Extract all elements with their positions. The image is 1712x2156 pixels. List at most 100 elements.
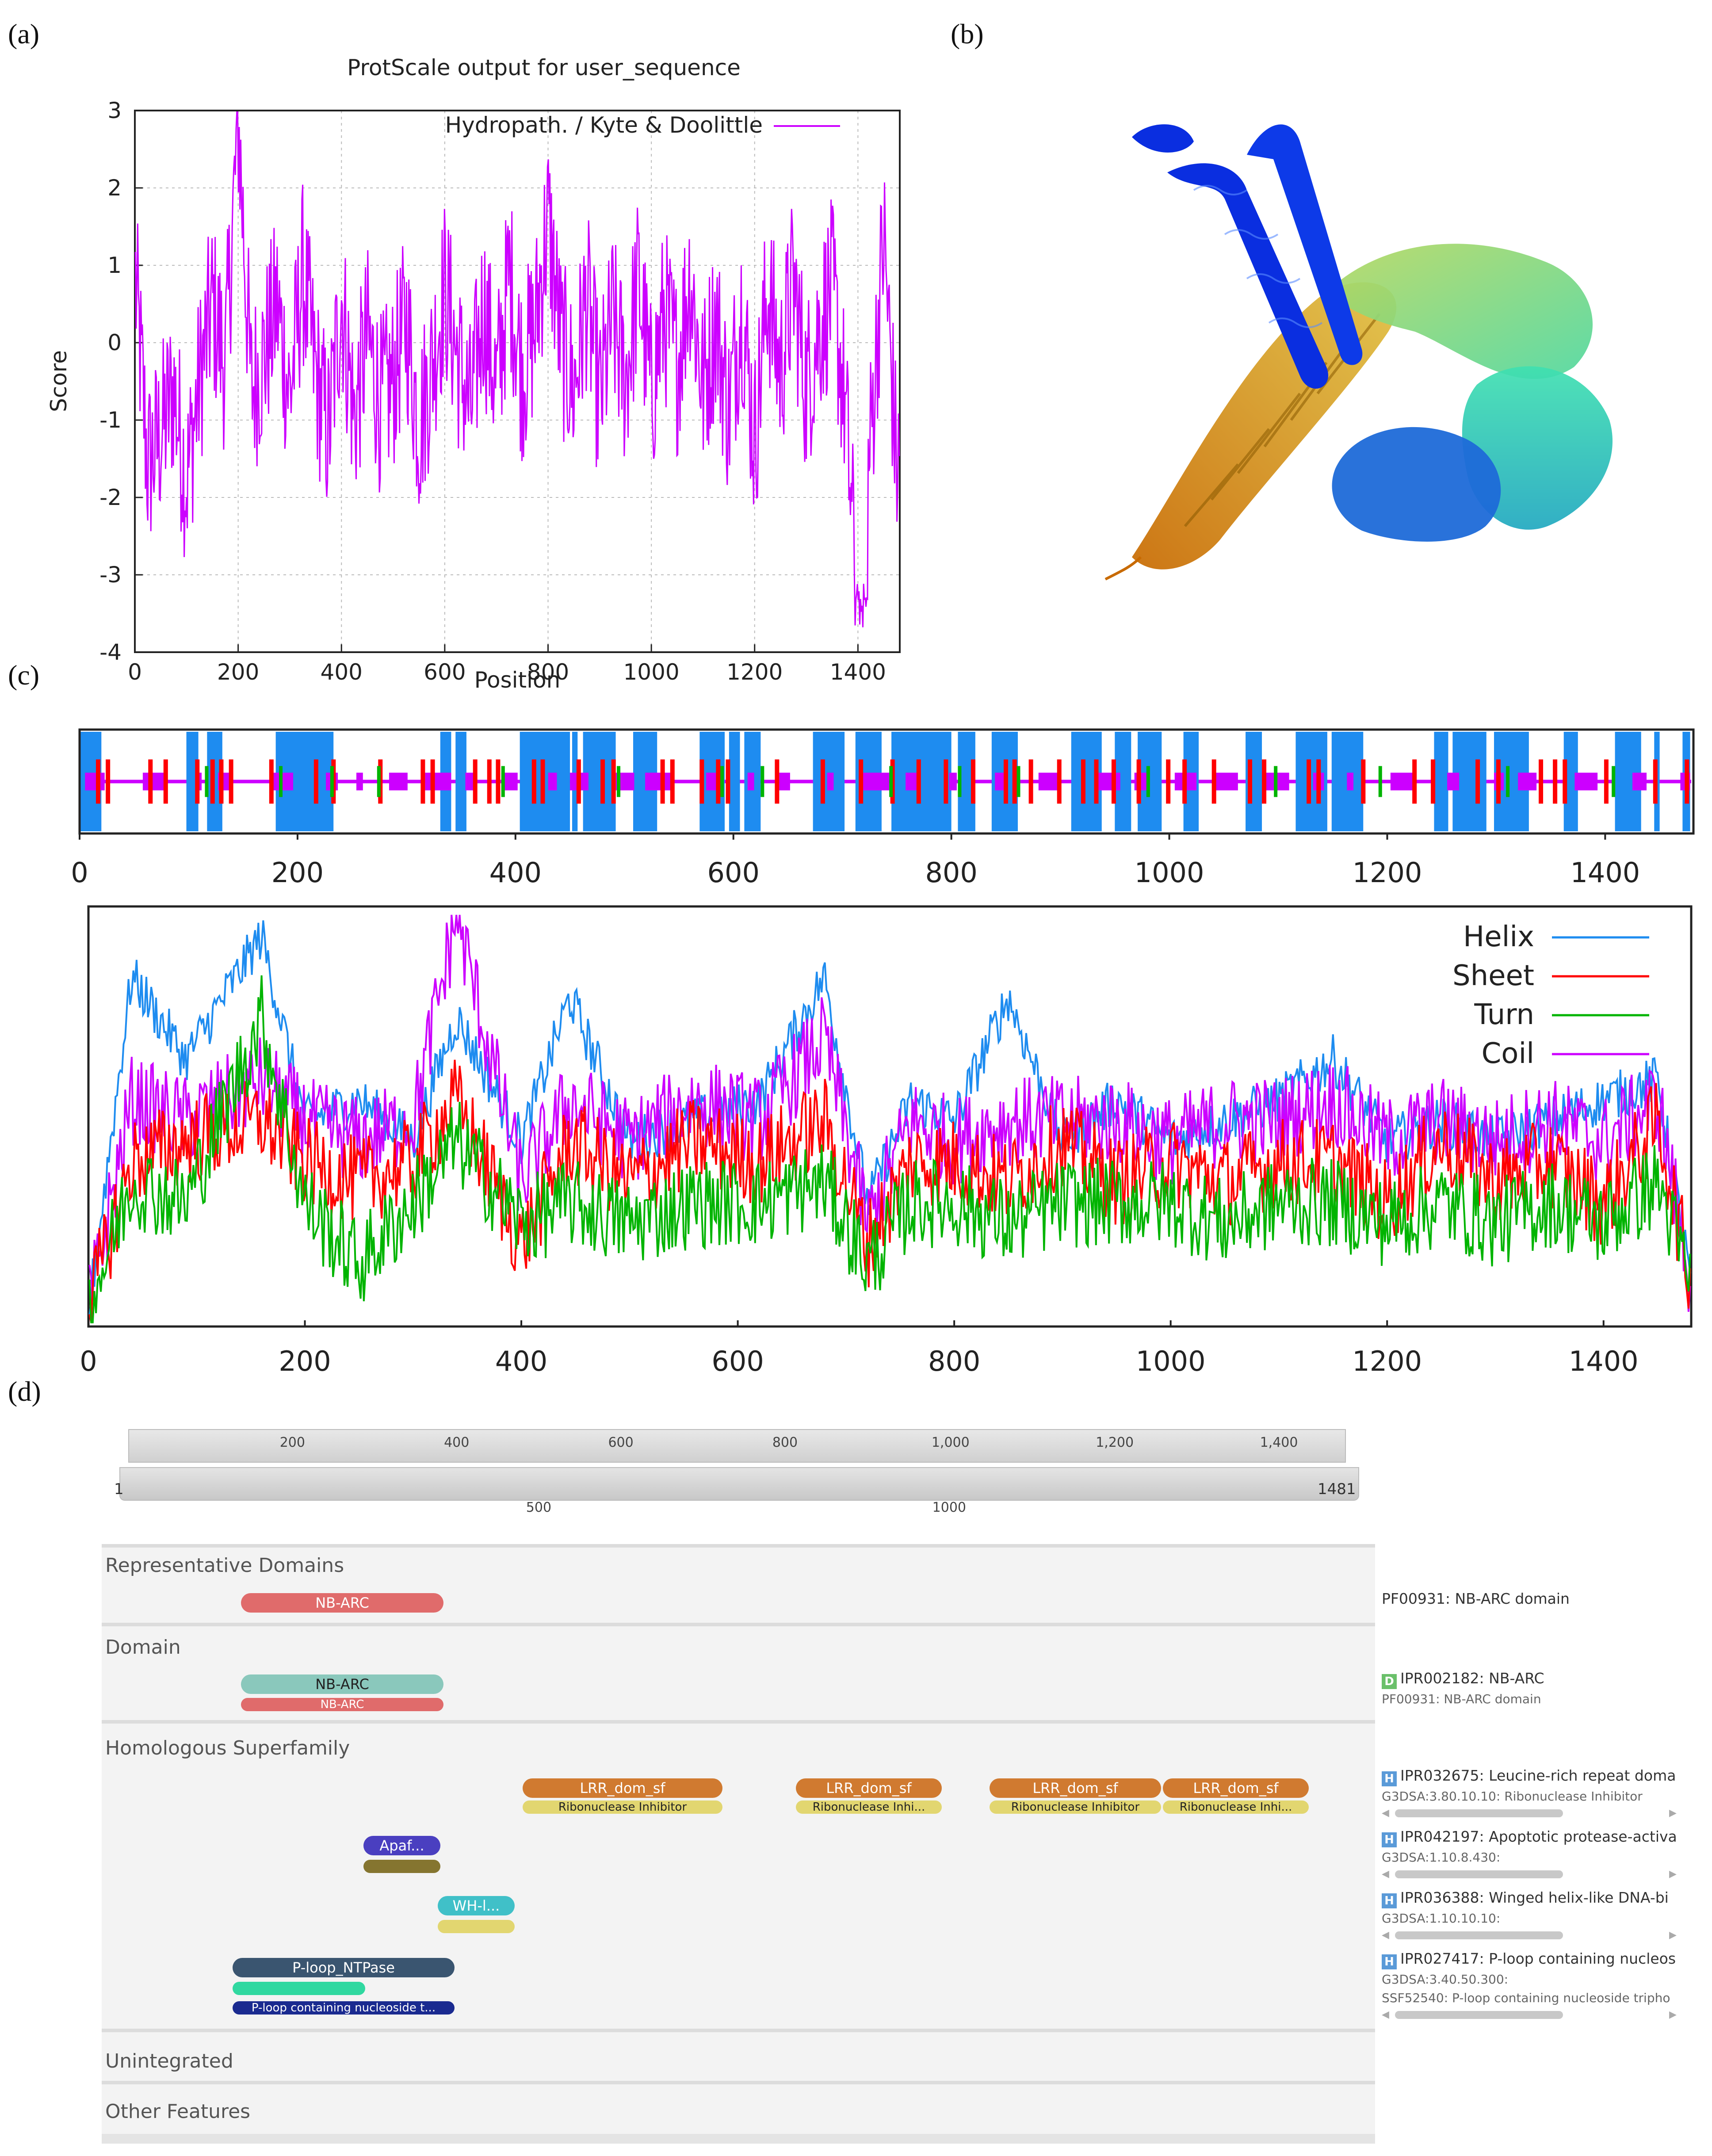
coil-segment <box>862 772 890 791</box>
side-h1-scrollbar[interactable]: ◀ ▶ <box>1382 1807 1709 1820</box>
side-h4-entry[interactable]: H IPR027417: P-loop containing nucleos <box>1382 1950 1709 1969</box>
turn-segment <box>279 766 283 797</box>
turn-segment <box>958 766 962 797</box>
turn-segment <box>1274 766 1278 797</box>
ribonuclease-inhibitor-pill-1[interactable]: Ribonuclease Inhibitor <box>523 1800 722 1814</box>
side-h3-entry[interactable]: H IPR036388: Winged helix-like DNA-bi <box>1382 1889 1709 1908</box>
sheet-segment <box>716 759 721 804</box>
sheet-segment <box>1182 759 1187 804</box>
scroll-thumb[interactable] <box>1395 1809 1563 1817</box>
winged-helix-superfamily-pill[interactable]: WH-l... <box>438 1896 515 1915</box>
side-h3-scrollbar[interactable]: ◀ ▶ <box>1382 1929 1709 1942</box>
sheet-segment <box>1316 759 1321 804</box>
turn-segment <box>501 766 505 797</box>
side-h1-title: IPR032675: Leucine-rich repeat doma <box>1400 1767 1676 1784</box>
scroll-left-icon[interactable]: ◀ <box>1382 1808 1389 1819</box>
sheet-segment <box>775 759 780 804</box>
coil-segment <box>425 772 451 791</box>
ruler-top-tick-label: 200 <box>279 1435 305 1450</box>
scroll-left-icon[interactable]: ◀ <box>1382 2009 1389 2020</box>
y-tick-label: 2 <box>107 175 122 201</box>
turn-segment <box>1146 766 1150 797</box>
sheet-segment <box>540 759 545 804</box>
nbarc-interpro-pill[interactable]: NB-ARC <box>241 1674 443 1694</box>
ploop-ssf-pill[interactable]: P-loop containing nucleoside t... <box>233 2001 455 2015</box>
side-h2-sub: G3DSA:1.10.8.430: <box>1382 1850 1709 1865</box>
scroll-right-icon[interactable]: ▶ <box>1669 1930 1677 1941</box>
nbarc-pfam-pill[interactable]: NB-ARC <box>241 1698 443 1711</box>
side-domain-title: IPR002182: NB-ARC <box>1400 1670 1544 1687</box>
side-domain-entry[interactable]: D IPR002182: NB-ARC <box>1382 1670 1709 1689</box>
track-tick-label: 200 <box>271 856 324 889</box>
turn-segment <box>889 766 893 797</box>
scroll-right-icon[interactable]: ▶ <box>1669 1869 1677 1880</box>
profile-tick-label: 1000 <box>1136 1345 1206 1377</box>
winged-helix-gene3d-pill[interactable] <box>438 1920 515 1933</box>
scroll-thumb[interactable] <box>1395 1931 1563 1939</box>
side-h2-scrollbar[interactable]: ◀ ▶ <box>1382 1868 1709 1881</box>
ploop-gene3d-pill[interactable] <box>233 1982 365 1995</box>
turn-segment <box>617 766 621 797</box>
sheet-segment <box>1412 759 1417 804</box>
sheet-segment <box>820 759 825 804</box>
coil-segment <box>747 772 754 791</box>
sheet-segment <box>1057 759 1062 804</box>
sheet-segment <box>1003 759 1008 804</box>
ribonuclease-inhibitor-pill-2[interactable]: Ribonuclease Inhi... <box>796 1800 942 1814</box>
homologous-badge-icon: H <box>1382 1954 1397 1969</box>
coil-segment <box>779 772 790 791</box>
nbarc-representative-pill[interactable]: NB-ARC <box>241 1593 443 1613</box>
scroll-thumb[interactable] <box>1395 1870 1563 1878</box>
sheet-segment <box>531 759 536 804</box>
track-tick-label: 0 <box>71 856 88 889</box>
lrr-superfamily-pill-1[interactable]: LRR_dom_sf <box>523 1778 722 1798</box>
side-h4-scrollbar[interactable]: ◀ ▶ <box>1382 2008 1709 2022</box>
apaf-gene3d-pill[interactable] <box>363 1860 440 1873</box>
lrr-superfamily-pill-3[interactable]: LRR_dom_sf <box>990 1778 1161 1798</box>
coiled-coil-helix-2 <box>1247 124 1363 365</box>
apaf-superfamily-pill[interactable]: Apaf... <box>363 1836 440 1855</box>
sheet-segment <box>1262 759 1267 804</box>
scroll-left-icon[interactable]: ◀ <box>1382 1869 1389 1880</box>
lrr-superfamily-pill-4[interactable]: LRR_dom_sf <box>1163 1778 1309 1798</box>
profile-tick-label: 0 <box>80 1345 97 1377</box>
legend-label-helix: Helix <box>1463 921 1534 953</box>
scroll-thumb[interactable] <box>1395 2011 1563 2019</box>
section-divider <box>102 2134 1375 2144</box>
sheet-segment <box>726 759 730 804</box>
sheet-segment <box>1563 759 1567 804</box>
turn-segment <box>1612 766 1616 797</box>
sheet-segment <box>269 759 274 804</box>
coil-segment <box>1038 772 1059 791</box>
hydropathy-chart: ProtScale output for user_sequence 0 200 4… <box>46 55 901 693</box>
ribonuclease-inhibitor-pill-4[interactable]: Ribonuclease Inhi... <box>1163 1800 1309 1814</box>
side-rep-pfam[interactable]: PF00931: NB-ARC domain <box>1382 1590 1709 1607</box>
sopma-profile-chart: Helix Sheet Turn Coil 0 200 400 600 800 1000 1200… <box>80 905 1693 1377</box>
y-tick-label: -1 <box>99 407 122 433</box>
profile-tick-label: 400 <box>495 1345 547 1377</box>
scroll-right-icon[interactable]: ▶ <box>1669 2009 1677 2020</box>
side-h1-entry[interactable]: H IPR032675: Leucine-rich repeat doma <box>1382 1767 1709 1786</box>
ribonuclease-inhibitor-pill-3[interactable]: Ribonuclease Inhibitor <box>990 1800 1161 1814</box>
scroll-right-icon[interactable]: ▶ <box>1669 1808 1677 1819</box>
side-h2-entry[interactable]: H IPR042197: Apoptotic protease-activa <box>1382 1828 1709 1847</box>
track-tick-label: 600 <box>707 856 760 889</box>
ruler-top-tick-label: 1,200 <box>1096 1435 1134 1450</box>
sheet-segment <box>106 759 111 804</box>
side-h4-title: IPR027417: P-loop containing nucleos <box>1400 1950 1676 1967</box>
panel-label-d: (d) <box>8 1376 41 1407</box>
sheet-segment <box>430 759 435 804</box>
track-tick-label: 1200 <box>1353 856 1422 889</box>
section-divider <box>102 1623 1375 1626</box>
sheet-segment <box>1247 759 1252 804</box>
section-divider <box>102 1544 1375 1548</box>
scroll-left-icon[interactable]: ◀ <box>1382 1930 1389 1941</box>
profile-tick-label: 600 <box>711 1345 764 1377</box>
homologous-badge-icon: H <box>1382 1893 1397 1908</box>
hydropathy-plot-frame <box>134 110 901 653</box>
ploop-ntpase-pill[interactable]: P-loop_NTPase <box>233 1958 455 1977</box>
lrr-superfamily-pill-2[interactable]: LRR_dom_sf <box>796 1778 942 1798</box>
section-homologous-superfamily <box>102 1724 1375 2029</box>
side-domain-subtitle: PF00931: NB-ARC domain <box>1382 1692 1541 1706</box>
sheet-segment <box>1496 759 1501 804</box>
